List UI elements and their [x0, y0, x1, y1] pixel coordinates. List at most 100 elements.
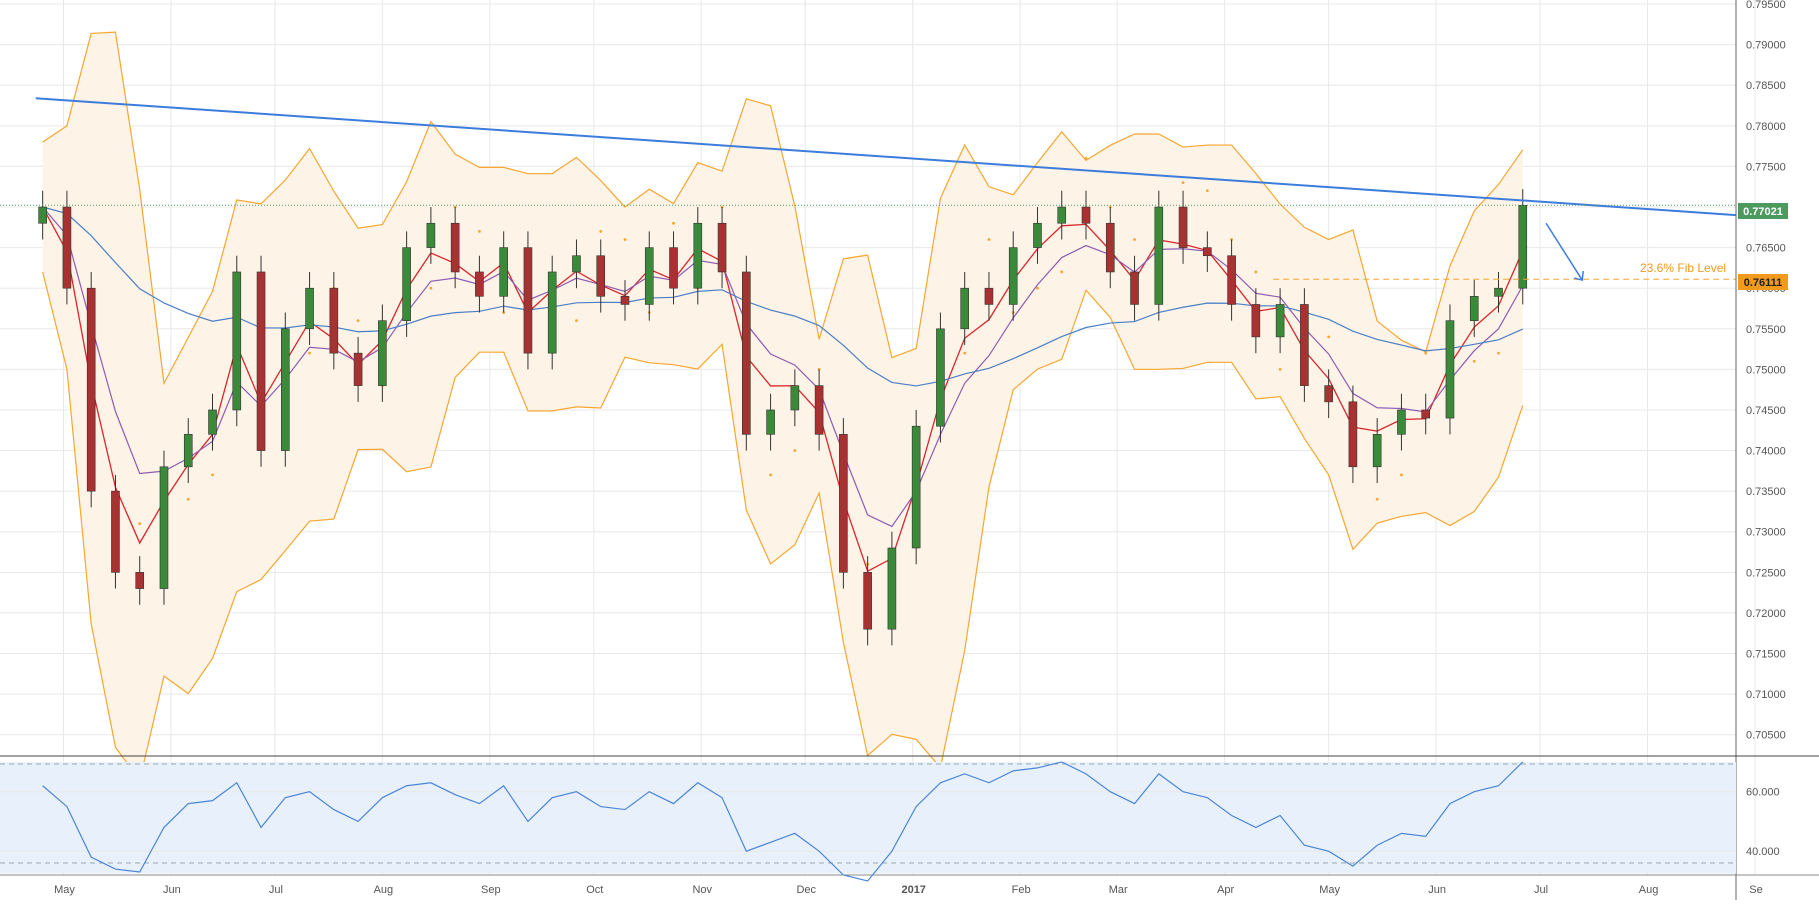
- candle-body: [693, 222, 703, 289]
- rsi-band: [0, 762, 1736, 874]
- sar-dot: [429, 286, 433, 290]
- candle-body: [1397, 409, 1406, 435]
- sar-dot: [138, 522, 142, 526]
- rsi-tick-label: 40.000: [1746, 846, 1780, 858]
- x-tick-label: May: [1319, 884, 1340, 896]
- candle-body: [547, 271, 557, 354]
- last-price-tag: 0.77021: [1738, 203, 1788, 219]
- x-tick-label: Aug: [374, 884, 394, 896]
- candle-body: [911, 425, 921, 549]
- x-tick-label: Se: [1749, 884, 1762, 896]
- sar-dot: [599, 229, 603, 233]
- x-tick-label: May: [54, 884, 75, 896]
- candle-body: [1275, 304, 1285, 338]
- candle-body: [1494, 287, 1503, 297]
- rsi-line: [42, 761, 1524, 882]
- fib-price-tag-label: 0.76111: [1744, 277, 1783, 289]
- y-tick-label: 0.79500: [1746, 0, 1786, 11]
- y-tick-label: 0.75000: [1746, 364, 1786, 376]
- candle-body: [766, 409, 775, 435]
- overlays: [0, 97, 1737, 282]
- y-tick-label: 0.73000: [1746, 527, 1786, 539]
- candle-body: [1008, 247, 1018, 305]
- x-tick-label: Jul: [269, 884, 283, 896]
- candle-body: [572, 255, 581, 273]
- sar-dot: [1327, 335, 1331, 339]
- candle-body: [232, 271, 242, 411]
- candle-body: [1324, 385, 1333, 403]
- bollinger-bands: [42, 31, 1524, 782]
- candle-body: [839, 434, 848, 573]
- sar-dot: [1472, 359, 1476, 363]
- fib-level-label: 23.6% Fib Level: [1640, 261, 1726, 275]
- sar-dot: [987, 238, 991, 241]
- y-tick-label: 0.70500: [1746, 730, 1786, 742]
- candles: [38, 189, 1528, 646]
- x-tick-label: Aug: [1639, 884, 1659, 896]
- candle-body: [984, 287, 994, 305]
- candle-body: [475, 271, 484, 297]
- sar-dot: [308, 351, 311, 355]
- candle-body: [1105, 222, 1115, 273]
- sar-dot: [356, 319, 360, 323]
- y-tick-label: 0.77500: [1746, 161, 1786, 173]
- candle-body: [1251, 304, 1261, 338]
- candle-body: [936, 328, 945, 427]
- candle-body: [960, 287, 969, 330]
- sar-dot: [793, 449, 797, 452]
- sar-dot: [1181, 181, 1185, 185]
- candle-body: [1469, 296, 1479, 321]
- x-tick-label: Apr: [1217, 884, 1234, 896]
- sar-dot: [1254, 270, 1258, 274]
- candle-body: [1227, 255, 1236, 305]
- candle-body: [814, 385, 824, 435]
- candle-body: [499, 247, 508, 297]
- y-tick-label: 0.79000: [1746, 40, 1786, 52]
- candle-body: [887, 547, 897, 630]
- sar-dot: [1375, 497, 1379, 501]
- candle-body: [1033, 222, 1042, 248]
- candle-body: [208, 409, 217, 435]
- sar-dot: [963, 351, 967, 355]
- candle-body: [1057, 206, 1067, 224]
- x-tick-label: Mar: [1109, 884, 1128, 896]
- y-tick-label: 0.75500: [1746, 324, 1786, 336]
- trendline: [35, 97, 1737, 217]
- sar-dot: [623, 238, 627, 241]
- y-tick-label: 0.72500: [1746, 567, 1786, 579]
- candle-body: [402, 247, 411, 321]
- candle-body: [523, 247, 533, 354]
- candle-body: [135, 572, 145, 589]
- x-tick-label: 2017: [901, 884, 925, 896]
- bollinger-fill: [42, 32, 1523, 781]
- bollinger-upper: [42, 31, 1524, 386]
- candle-body: [281, 328, 290, 451]
- candle-body: [353, 352, 363, 386]
- sar-dot: [1400, 473, 1403, 477]
- y-tick-label: 0.73500: [1746, 486, 1786, 498]
- candle-body: [426, 222, 436, 248]
- sar-dot: [769, 473, 772, 477]
- sar-dot: [211, 473, 214, 477]
- candle-body: [863, 572, 872, 630]
- y-tick-label: 0.78500: [1746, 80, 1786, 92]
- candle-body: [1348, 401, 1358, 468]
- candle-body: [1178, 206, 1188, 248]
- candle-body: [1421, 409, 1431, 419]
- sar-dot: [186, 497, 190, 501]
- x-tick-label: Sep: [481, 884, 501, 896]
- down-arrow-shaft: [1545, 222, 1583, 281]
- sar-dot: [1036, 286, 1039, 290]
- candle-body: [1445, 320, 1455, 419]
- candle-body: [183, 434, 193, 468]
- candle-body: [1372, 434, 1382, 468]
- candle-body: [620, 296, 630, 305]
- candle-body: [111, 490, 120, 573]
- x-tick-label: Nov: [692, 884, 712, 896]
- candle-body: [717, 222, 727, 273]
- y-tick-label: 0.71000: [1746, 689, 1786, 701]
- candle-body: [1081, 206, 1091, 224]
- candle-body: [644, 247, 654, 305]
